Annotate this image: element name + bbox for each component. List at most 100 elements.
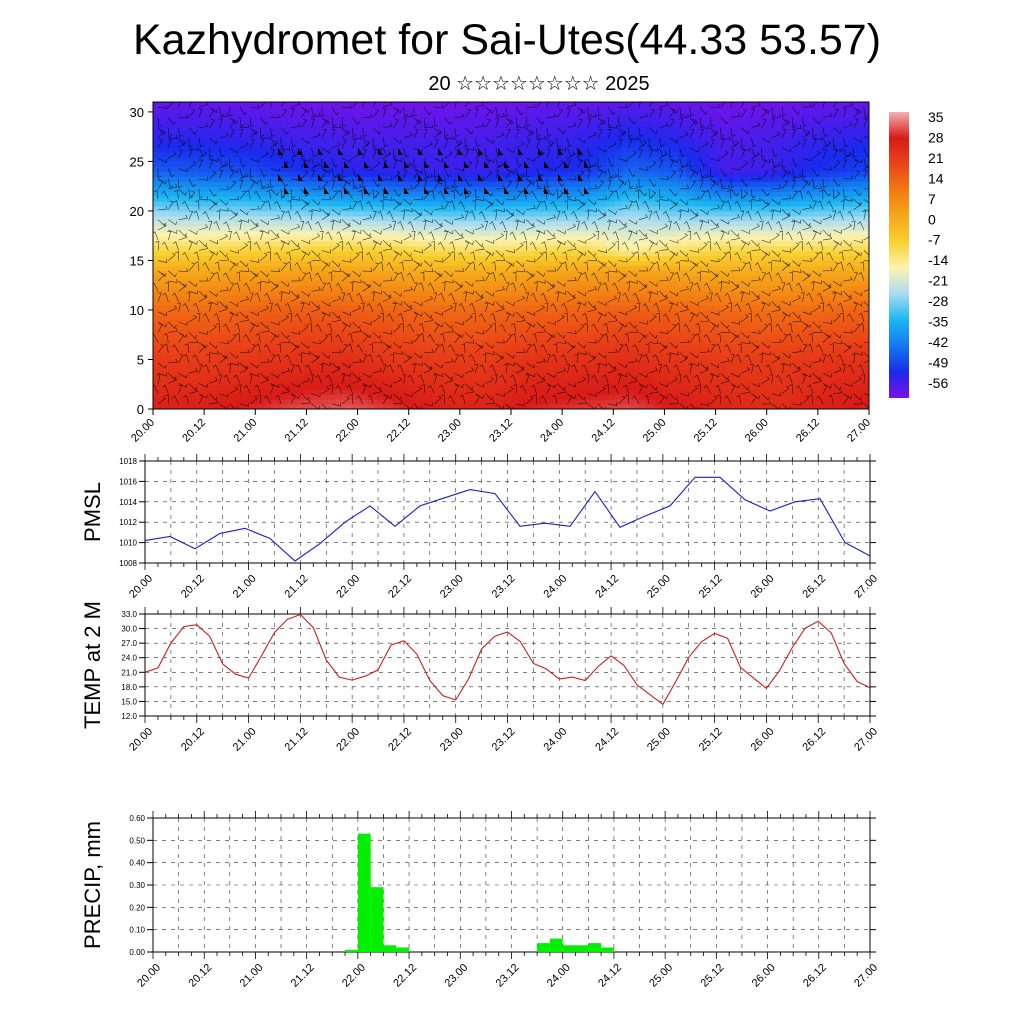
heatmap-cell — [757, 399, 767, 405]
heatmap-cell — [542, 255, 552, 262]
heatmap-cell — [343, 290, 353, 296]
heatmap-cell — [423, 329, 433, 336]
heatmap-cell — [773, 394, 783, 400]
heatmap-cell — [781, 215, 791, 222]
heatmap-cell — [200, 295, 210, 301]
heatmap-cell — [725, 136, 735, 143]
heatmap-cell — [518, 126, 528, 133]
heatmap-cell — [582, 171, 592, 177]
heatmap-cell — [542, 106, 552, 113]
heatmap-cell — [343, 131, 353, 138]
heatmap-cell — [518, 131, 528, 138]
heatmap-cell — [733, 161, 743, 167]
heatmap-cell — [741, 344, 751, 351]
heatmap-cell — [328, 270, 337, 276]
heatmap-cell — [312, 116, 321, 123]
heatmap-cell — [781, 309, 791, 316]
heatmap-cell — [264, 295, 273, 301]
heatmap-cell — [312, 265, 321, 271]
heatmap-cell — [232, 136, 242, 143]
heatmap-cell — [328, 235, 337, 242]
heatmap-cell — [153, 404, 162, 409]
heatmap-cell — [558, 384, 568, 390]
heatmap-cell — [614, 141, 623, 148]
heatmap-cell — [296, 240, 305, 247]
heatmap-cell — [463, 106, 472, 113]
heatmap-cell — [463, 334, 472, 341]
heatmap-cell — [733, 210, 743, 217]
heatmap-cell — [232, 111, 242, 118]
heatmap-cell — [630, 136, 639, 143]
heatmap-cell — [511, 156, 520, 163]
heatmap-cell — [367, 225, 377, 232]
heatmap-cell — [495, 379, 504, 385]
heatmap-cell — [526, 245, 536, 252]
heatmap-cell — [208, 186, 218, 192]
heatmap-cell — [781, 225, 791, 232]
heatmap-cell — [646, 280, 655, 286]
heatmap-cell — [646, 191, 655, 197]
heatmap-cell — [574, 250, 584, 257]
heatmap-cell — [781, 176, 791, 182]
heatmap-cell — [343, 225, 353, 232]
heatmap-cell — [463, 359, 472, 366]
heatmap-cell — [526, 215, 536, 222]
heatmap-cell — [654, 339, 663, 346]
heatmap-cell — [622, 111, 631, 118]
heatmap-cell — [320, 141, 329, 148]
heatmap-cell — [662, 210, 671, 217]
heatmap-cell — [741, 210, 751, 217]
heatmap-cell — [487, 369, 496, 375]
heatmap-cell — [733, 116, 743, 123]
heatmap-cell — [598, 250, 608, 257]
heatmap-cell — [479, 191, 488, 197]
heatmap-cell — [503, 260, 512, 266]
heatmap-cell — [288, 245, 297, 252]
heatmap-cell — [495, 260, 504, 266]
heatmap-cell — [654, 389, 663, 395]
heatmap-cell — [518, 285, 528, 291]
heatmap-cell — [391, 404, 401, 409]
heatmap-cell — [455, 146, 464, 153]
heatmap-cell — [264, 151, 273, 158]
heatmap-cell — [693, 295, 703, 301]
heatmap-cell — [272, 324, 281, 331]
heatmap-cell — [662, 191, 671, 197]
heatmap-cell — [781, 121, 791, 128]
heatmap-cell — [638, 334, 647, 341]
heatmap-cell — [208, 364, 218, 370]
heatmap-cell — [192, 181, 202, 187]
heatmap-cell — [423, 196, 433, 202]
heatmap-cell — [208, 255, 218, 262]
heatmap-cell — [296, 339, 305, 346]
heatmap-cell — [781, 319, 791, 326]
heatmap-cell — [479, 126, 488, 133]
heatmap-cell — [328, 290, 337, 296]
heatmap-cell — [280, 305, 289, 311]
heatmap-cell — [630, 290, 639, 296]
heatmap-cell — [566, 166, 576, 172]
heatmap-cell — [733, 374, 743, 380]
heatmap-cell — [280, 131, 289, 138]
heatmap-cell — [487, 275, 496, 281]
heatmap-cell — [256, 116, 265, 123]
heatmap-cell — [256, 369, 265, 375]
heatmap-cell — [670, 186, 679, 192]
heatmap-cell — [670, 394, 679, 400]
heatmap-cell — [598, 384, 608, 390]
heatmap-cell — [622, 324, 631, 331]
heatmap-cell — [590, 121, 600, 128]
heatmap-cell — [654, 245, 663, 252]
heatmap-cell — [184, 285, 194, 291]
heatmap-cell — [431, 265, 440, 271]
heatmap-cell — [765, 141, 775, 148]
heatmap-cell — [248, 186, 258, 192]
heatmap-cell — [550, 116, 560, 123]
heatmap-cell — [415, 220, 425, 227]
heatmap-cell — [351, 339, 361, 346]
heatmap-cell — [272, 349, 281, 356]
heatmap-cell — [431, 235, 440, 242]
heatmap-cell — [447, 240, 456, 247]
heatmap-cell — [693, 369, 703, 375]
heatmap-cell — [455, 314, 464, 321]
